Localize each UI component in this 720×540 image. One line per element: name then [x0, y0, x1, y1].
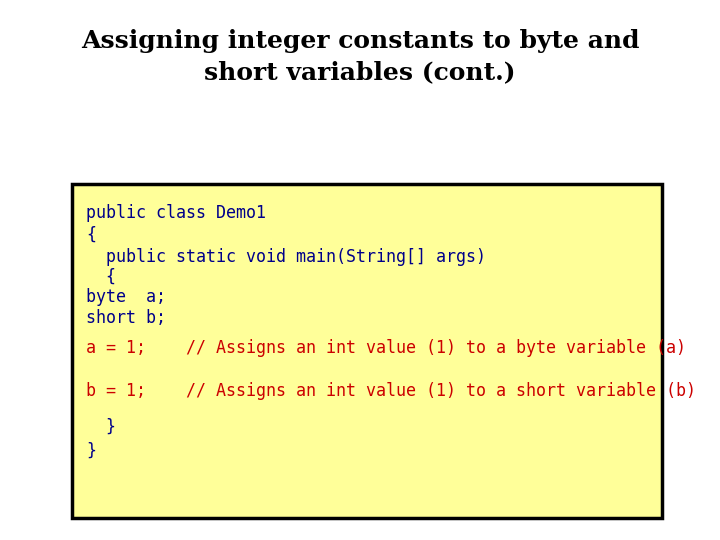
FancyBboxPatch shape — [72, 184, 662, 518]
Text: public static void main(String[] args): public static void main(String[] args) — [86, 247, 487, 266]
Text: {: { — [86, 226, 96, 244]
Text: Assigning integer constants to byte and
short variables (cont.): Assigning integer constants to byte and … — [81, 29, 639, 84]
Text: }: } — [86, 417, 117, 436]
Text: {: { — [86, 267, 117, 286]
Text: short b;: short b; — [86, 308, 166, 327]
Text: }: } — [86, 442, 96, 460]
Text: byte  a;: byte a; — [86, 288, 166, 306]
Text: public class Demo1: public class Demo1 — [86, 204, 266, 222]
Text: b = 1;    // Assigns an int value (1) to a short variable (b): b = 1; // Assigns an int value (1) to a … — [86, 382, 696, 401]
Text: a = 1;    // Assigns an int value (1) to a byte variable (a): a = 1; // Assigns an int value (1) to a … — [86, 339, 686, 357]
